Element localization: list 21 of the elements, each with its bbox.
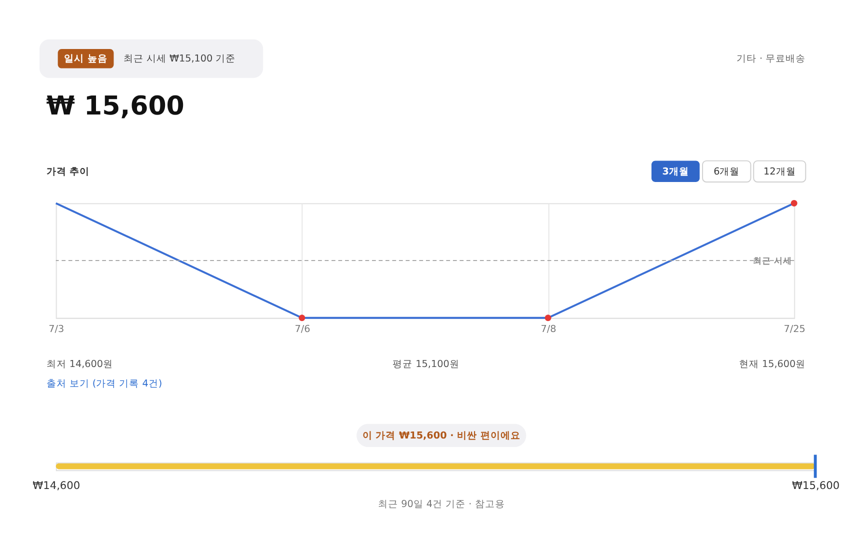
x-tick-label: 7/6 <box>294 324 310 335</box>
x-tick-label: ₩15,600 <box>792 480 840 492</box>
text: 최저 14,600원 <box>46 359 114 370</box>
text: 평균 15,100원 <box>392 359 460 370</box>
text: 최근 90일 4건 기준 · 참고용 <box>378 498 505 510</box>
x-tick-label: 7/3 <box>48 324 64 335</box>
text: 12개월 <box>764 166 796 178</box>
text: 최근 시세 ₩15,100 기준 <box>123 54 236 65</box>
text: 3개월 <box>662 166 689 178</box>
text: 기타 · 무료배송 <box>736 54 806 65</box>
chart-title: ₩ 15,600 <box>46 92 184 122</box>
source-note: 출처 보기 (가격 기록 4건) <box>46 378 162 390</box>
text: 이 가격 ₩15,600 · 비싼 편이에요 <box>362 430 520 442</box>
ref-line-label: 최근 시세 <box>753 256 792 266</box>
text: 일시 높음 <box>64 54 108 65</box>
text: 현재 15,600원 <box>738 359 806 370</box>
x-tick-label: 7/8 <box>540 324 556 335</box>
x-tick-label: ₩14,600 <box>32 480 80 492</box>
x-tick-label: 7/25 <box>784 324 806 335</box>
chart-subtitle: 가격 추이 <box>46 166 90 178</box>
text: 6개월 <box>714 166 740 178</box>
